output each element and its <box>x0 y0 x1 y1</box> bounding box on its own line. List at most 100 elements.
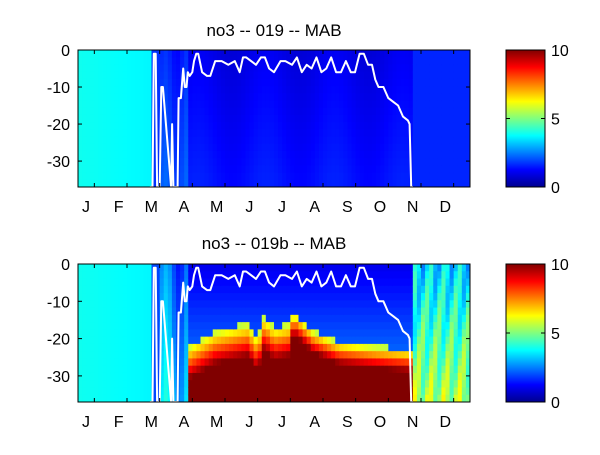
heatmap-cell <box>429 165 434 174</box>
heatmap-cell <box>257 336 263 345</box>
heatmap-cell <box>286 136 291 145</box>
heatmap-cell <box>122 158 128 166</box>
heatmap-cell <box>465 143 470 152</box>
heatmap-cell <box>355 129 361 138</box>
heatmap-cell <box>347 380 353 389</box>
heatmap-cell <box>171 64 177 73</box>
heatmap-cell <box>131 285 136 294</box>
heatmap-cell <box>216 71 222 80</box>
heatmap-cell <box>98 78 104 87</box>
heatmap-cell <box>114 150 120 159</box>
heatmap-cell <box>98 64 104 73</box>
heatmap-cell <box>363 365 369 374</box>
heatmap-cell <box>122 314 128 323</box>
heatmap-cell <box>318 86 324 94</box>
heatmap-cell <box>294 158 300 166</box>
heatmap-cell <box>94 114 100 123</box>
heatmap-cell <box>351 93 357 102</box>
heatmap-cell <box>412 150 418 159</box>
heatmap-cell <box>290 278 296 287</box>
heatmap-cell <box>302 50 308 58</box>
heatmap-cell <box>163 136 169 145</box>
heatmap-cell <box>220 394 226 402</box>
heatmap-cell <box>86 329 91 338</box>
heatmap-cell <box>384 293 389 301</box>
heatmap-cell <box>131 336 136 345</box>
heatmap-cell <box>306 336 312 345</box>
heatmap-cell <box>131 78 136 87</box>
heatmap-cell <box>127 100 132 109</box>
heatmap-cell <box>220 365 226 374</box>
heatmap-cell <box>253 129 259 138</box>
heatmap-cell <box>416 343 422 352</box>
heatmap-cell <box>122 179 128 187</box>
heatmap-cell <box>286 122 291 130</box>
heatmap-cell <box>457 329 463 338</box>
heatmap-cell <box>437 372 443 381</box>
heatmap-cell <box>290 129 296 138</box>
heatmap-cell <box>167 372 173 381</box>
heatmap-cell <box>188 78 193 87</box>
heatmap-cell <box>237 387 242 396</box>
heatmap-cell <box>274 293 279 301</box>
heatmap-cell <box>225 264 230 272</box>
heatmap-cell <box>445 179 451 187</box>
heatmap-cell <box>200 343 206 352</box>
heatmap-cell <box>355 114 361 123</box>
heatmap-cell <box>433 365 438 374</box>
heatmap-cell <box>363 351 369 360</box>
heatmap-cell <box>90 179 95 187</box>
heatmap-cell <box>167 351 173 360</box>
heatmap-cell <box>188 64 193 73</box>
heatmap-cell <box>143 380 149 389</box>
heatmap-cell <box>261 71 267 80</box>
heatmap-cell <box>253 100 259 109</box>
heatmap-cell <box>204 100 210 109</box>
heatmap-cell <box>135 50 140 58</box>
heatmap-cell <box>245 264 251 272</box>
heatmap-cell <box>347 314 353 323</box>
heatmap-cell <box>384 143 389 152</box>
heatmap-cell <box>110 158 116 166</box>
heatmap-cell <box>82 358 87 367</box>
heatmap-cell <box>388 372 394 381</box>
heatmap-cell <box>314 107 320 116</box>
heatmap-cell <box>106 358 112 367</box>
heatmap-cell <box>114 329 120 338</box>
heatmap-cell <box>253 387 259 396</box>
heatmap-cell <box>355 365 361 374</box>
heatmap-cell <box>314 129 320 138</box>
heatmap-cell <box>143 365 149 374</box>
heatmap-cell <box>196 387 202 396</box>
heatmap-cell <box>412 372 418 381</box>
heatmap-cell <box>245 100 251 109</box>
heatmap-cell <box>380 100 385 109</box>
heatmap-cell <box>396 271 402 280</box>
heatmap-cell <box>425 351 430 360</box>
heatmap-cell <box>127 343 132 352</box>
heatmap-cell <box>282 122 287 130</box>
heatmap-cell <box>429 100 434 109</box>
heatmap-cell <box>249 278 255 287</box>
heatmap-cell <box>204 129 210 138</box>
heatmap-cell <box>151 158 157 166</box>
heatmap-cell <box>388 78 394 87</box>
heatmap-cell <box>245 158 251 166</box>
heatmap-cell <box>110 314 116 323</box>
heatmap-cell <box>139 71 144 80</box>
heatmap-cell <box>269 50 275 58</box>
heatmap-cell <box>400 129 406 138</box>
heatmap-cell <box>335 285 340 294</box>
heatmap-cell <box>310 271 316 280</box>
heatmap-cell <box>253 336 259 345</box>
heatmap-cell <box>106 78 112 87</box>
heatmap-cell <box>229 64 234 73</box>
heatmap-cell <box>257 71 263 80</box>
heatmap-cell <box>388 179 394 187</box>
heatmap-cell <box>327 314 332 323</box>
heatmap-cell <box>343 329 349 338</box>
heatmap-cell <box>441 143 447 152</box>
heatmap-cell <box>298 351 304 360</box>
heatmap-cell <box>106 307 112 316</box>
heatmap-cell <box>429 351 434 360</box>
